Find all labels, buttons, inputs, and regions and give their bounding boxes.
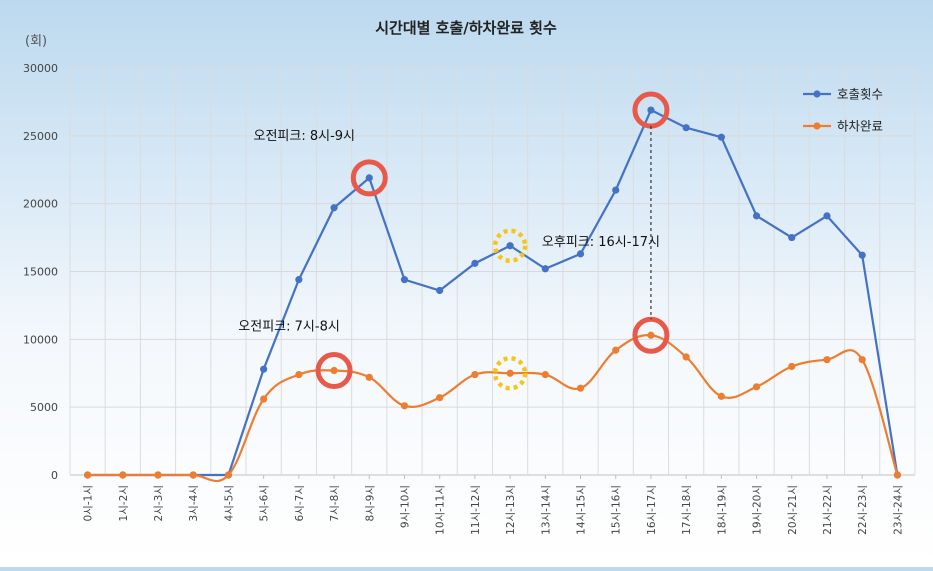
data-point — [858, 356, 866, 364]
legend-label: 호출횟수 — [837, 87, 883, 102]
x-axis-ticks: 0시-1시 1시-2시 2시-3시 3시-4시 4시-5시 5시-6시 6시-7시 7시-8시… — [83, 485, 905, 535]
x-tick-label: 2시-3시 — [153, 485, 165, 521]
data-point — [295, 371, 303, 379]
x-tick-label: 21시-22시 — [822, 485, 834, 535]
data-point — [400, 402, 409, 410]
data-point — [893, 471, 901, 479]
dotted-highlight-circle — [492, 356, 528, 391]
data-point — [647, 106, 655, 114]
data-point — [330, 366, 338, 375]
y-tick-label: 20000 — [23, 198, 58, 211]
grid — [69, 67, 916, 479]
data-point — [717, 392, 725, 400]
data-point — [224, 471, 233, 479]
y-tick-label: 0 — [51, 469, 58, 482]
data-point — [788, 233, 796, 242]
data-point — [576, 384, 585, 392]
data-point — [682, 124, 690, 132]
annotation-label: 오전피크: 8시-9시 — [254, 129, 356, 144]
x-tick-label: 4시-5시 — [223, 485, 235, 521]
x-tick-label: 22시-23시 — [857, 485, 869, 535]
x-tick-label: 19시-20시 — [752, 485, 764, 535]
data-point — [858, 251, 866, 259]
legend-swatch-marker — [813, 90, 821, 98]
peak-highlight-circle — [315, 352, 353, 390]
x-tick-label: 12시-13시 — [505, 485, 517, 535]
data-point — [752, 212, 761, 220]
data-point — [189, 471, 197, 479]
x-tick-label: 16시-17시 — [646, 485, 658, 535]
y-tick-label: 15000 — [23, 266, 58, 279]
data-point — [541, 265, 549, 273]
data-point — [752, 383, 761, 391]
data-point — [436, 286, 444, 295]
y-tick-label: 5000 — [30, 401, 58, 414]
x-tick-label: 18시-19시 — [716, 485, 728, 535]
data-point — [400, 276, 409, 284]
data-point — [330, 204, 338, 212]
x-tick-label: 11시-12시 — [470, 485, 482, 535]
data-point — [436, 394, 444, 402]
data-point — [84, 471, 92, 479]
data-point — [295, 276, 303, 284]
x-tick-label: 1시-2시 — [118, 485, 130, 521]
x-tick-label: 13시-14시 — [540, 485, 552, 535]
data-point — [119, 471, 127, 479]
x-tick-label: 17시-18시 — [681, 485, 693, 535]
y-tick-label: 10000 — [23, 333, 58, 346]
y-axis-ticks: 0 5000 10000 15000 20000 25000 30000 — [23, 62, 58, 482]
x-tick-label: 3시-4시 — [188, 485, 200, 521]
x-tick-label: 6시-7시 — [294, 485, 306, 521]
legend-swatch-marker — [813, 122, 821, 130]
x-tick-label: 8시-9시 — [364, 485, 376, 521]
dotted-highlight-circle — [492, 228, 528, 263]
data-point — [471, 259, 479, 267]
x-tick-label: 0시-1시 — [83, 485, 95, 521]
data-point — [823, 212, 831, 220]
data-point — [576, 250, 585, 258]
data-point — [823, 356, 831, 364]
y-tick-label: 25000 — [23, 130, 58, 143]
data-point — [647, 331, 655, 339]
series-line-1 — [87, 108, 899, 477]
data-point — [682, 353, 690, 361]
chart-title: 시간대별 호출/하차완료 횟수 — [375, 19, 557, 37]
x-tick-label: 10시-11시 — [435, 485, 447, 535]
data-point — [365, 174, 373, 182]
data-point — [506, 242, 514, 250]
data-point — [788, 362, 796, 371]
peak-highlight-circle — [632, 316, 670, 354]
x-tick-label: 9시-10시 — [399, 485, 411, 528]
y-tick-label: 30000 — [23, 62, 58, 75]
peak-highlight-circle — [350, 159, 388, 197]
x-tick-label: 20시-21시 — [787, 485, 799, 535]
data-point — [154, 471, 162, 479]
series — [84, 106, 901, 483]
data-point — [541, 371, 549, 379]
x-tick-label: 15시-16시 — [611, 485, 623, 535]
data-point — [717, 133, 725, 141]
annotation-label: 오전피크: 7시-8시 — [238, 320, 340, 335]
annotation-label: 오후피크: 16시-17시 — [542, 235, 660, 250]
data-point — [612, 346, 620, 354]
data-point — [612, 186, 620, 194]
x-tick-label: 14시-15시 — [576, 485, 588, 535]
data-point — [471, 371, 479, 379]
legend-label: 하차완료 — [837, 119, 883, 134]
x-tick-label: 23시-24시 — [892, 485, 904, 535]
data-point — [506, 369, 514, 377]
y-unit-label: (회) — [25, 34, 47, 49]
data-point — [365, 373, 373, 381]
x-tick-label: 5시-6시 — [259, 485, 271, 521]
data-point — [260, 395, 268, 403]
x-tick-label: 7시-8시 — [329, 485, 341, 521]
data-point — [260, 365, 268, 373]
